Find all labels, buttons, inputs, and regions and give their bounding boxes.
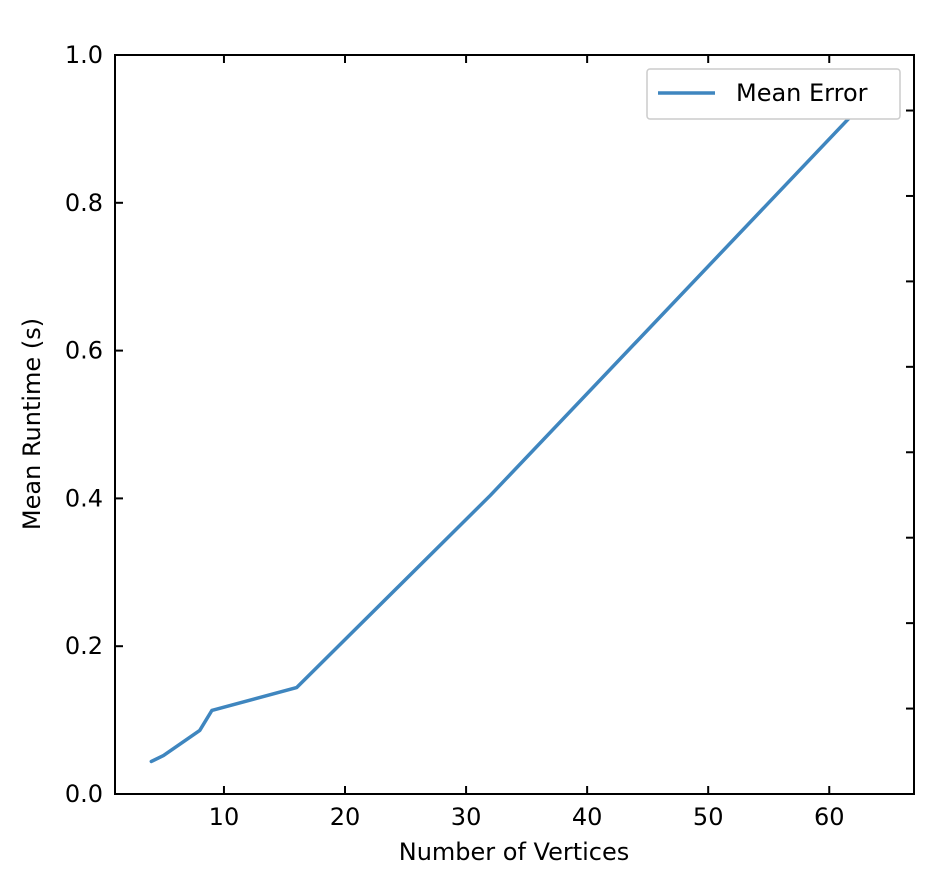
y-tick-label: 1.0 <box>65 41 103 69</box>
series-line <box>149 99 868 764</box>
x-tick-label: 20 <box>330 803 361 831</box>
y-tick-label: 0.6 <box>65 337 103 365</box>
y-tick-label: 0.2 <box>65 632 103 660</box>
legend-label: Mean Error <box>736 79 868 107</box>
legend-box <box>646 68 901 120</box>
x-tick-label: 40 <box>572 803 603 831</box>
x-tick-label: 50 <box>693 803 724 831</box>
x-tick-label: 10 <box>209 803 240 831</box>
y-tick-label: 0.8 <box>65 189 103 217</box>
x-axis-label: Number of Vertices <box>399 838 630 866</box>
y-tick-label: 0.0 <box>65 780 103 808</box>
x-tick-label: 60 <box>814 803 845 831</box>
y-tick-label: 0.4 <box>65 484 103 512</box>
plot-frame <box>114 54 915 795</box>
y-axis-label: Mean Runtime (s) <box>18 318 46 530</box>
plot-area <box>115 55 914 794</box>
legend: Mean Error <box>646 68 901 120</box>
tick-layer: 10 20 30 40 50 60 0.0 0.2 0.4 0.6 0.8 1.0 <box>65 41 914 831</box>
series-layer <box>149 99 868 764</box>
x-tick-label: 30 <box>451 803 482 831</box>
